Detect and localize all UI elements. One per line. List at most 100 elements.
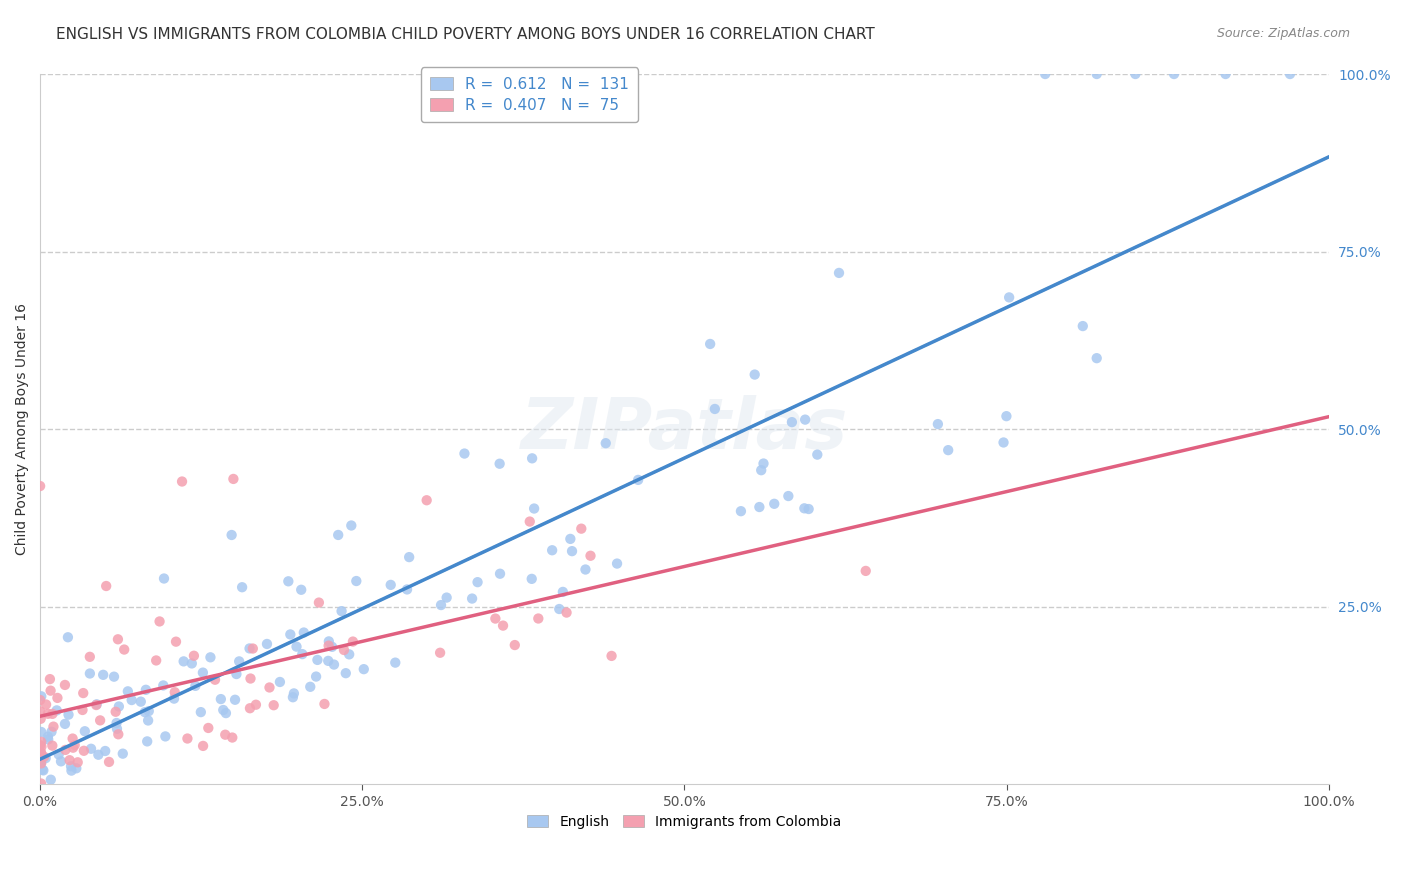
English bbox=[283, 686, 305, 700]
Immigrants from Colombia bbox=[30, 712, 52, 726]
Immigrants from Colombia bbox=[107, 632, 129, 647]
English bbox=[936, 443, 959, 458]
English bbox=[221, 528, 243, 542]
English bbox=[285, 640, 308, 654]
Immigrants from Colombia bbox=[600, 648, 623, 663]
Immigrants from Colombia bbox=[263, 698, 285, 713]
English bbox=[184, 679, 207, 693]
English bbox=[794, 412, 817, 426]
English bbox=[1163, 67, 1185, 81]
English bbox=[778, 489, 800, 503]
English bbox=[103, 670, 125, 684]
English bbox=[121, 693, 143, 707]
Immigrants from Colombia bbox=[98, 755, 121, 769]
English bbox=[277, 574, 299, 589]
English bbox=[752, 457, 775, 471]
Immigrants from Colombia bbox=[239, 672, 262, 686]
Immigrants from Colombia bbox=[37, 706, 59, 721]
English bbox=[730, 504, 752, 518]
English bbox=[155, 730, 177, 744]
Immigrants from Colombia bbox=[62, 740, 84, 755]
English bbox=[215, 706, 238, 720]
English bbox=[574, 562, 596, 576]
English bbox=[278, 627, 301, 641]
English bbox=[523, 501, 546, 516]
Immigrants from Colombia bbox=[429, 646, 451, 660]
English bbox=[353, 662, 375, 676]
English bbox=[749, 463, 772, 477]
English bbox=[41, 724, 63, 739]
Immigrants from Colombia bbox=[39, 683, 62, 698]
English bbox=[384, 656, 406, 670]
English bbox=[548, 602, 571, 616]
English bbox=[995, 409, 1018, 424]
English bbox=[281, 690, 304, 705]
Immigrants from Colombia bbox=[855, 564, 877, 578]
Immigrants from Colombia bbox=[484, 611, 506, 625]
English bbox=[337, 648, 360, 662]
English bbox=[136, 734, 159, 748]
Immigrants from Colombia bbox=[41, 706, 63, 721]
Immigrants from Colombia bbox=[30, 756, 52, 771]
English bbox=[30, 690, 52, 704]
English bbox=[461, 591, 484, 606]
Immigrants from Colombia bbox=[30, 704, 52, 718]
English bbox=[561, 544, 583, 558]
English bbox=[797, 502, 820, 516]
Y-axis label: Child Poverty Among Boys Under 16: Child Poverty Among Boys Under 16 bbox=[15, 303, 30, 555]
English bbox=[224, 692, 246, 706]
Immigrants from Colombia bbox=[55, 743, 77, 757]
English bbox=[806, 448, 828, 462]
English bbox=[56, 630, 79, 644]
English bbox=[87, 747, 110, 762]
Immigrants from Colombia bbox=[30, 479, 52, 493]
English bbox=[105, 716, 128, 731]
English bbox=[153, 572, 176, 586]
English bbox=[380, 578, 402, 592]
English bbox=[560, 532, 582, 546]
Immigrants from Colombia bbox=[555, 606, 578, 620]
English bbox=[228, 654, 250, 668]
English bbox=[828, 266, 851, 280]
English bbox=[1085, 67, 1108, 81]
Immigrants from Colombia bbox=[30, 739, 52, 754]
Immigrants from Colombia bbox=[39, 672, 62, 686]
English bbox=[292, 625, 315, 640]
English bbox=[231, 580, 253, 594]
Immigrants from Colombia bbox=[342, 634, 364, 648]
Immigrants from Colombia bbox=[183, 648, 205, 663]
English bbox=[1071, 319, 1094, 334]
English bbox=[91, 668, 114, 682]
English bbox=[328, 528, 350, 542]
English bbox=[30, 756, 52, 770]
Immigrants from Colombia bbox=[145, 653, 167, 667]
Immigrants from Colombia bbox=[308, 596, 330, 610]
English bbox=[467, 575, 489, 590]
English bbox=[595, 436, 617, 450]
English bbox=[256, 637, 278, 651]
Immigrants from Colombia bbox=[239, 701, 262, 715]
English bbox=[108, 699, 131, 714]
Immigrants from Colombia bbox=[314, 697, 336, 711]
English bbox=[212, 703, 235, 717]
English bbox=[94, 744, 117, 758]
English bbox=[453, 446, 475, 460]
English bbox=[335, 666, 357, 681]
English bbox=[330, 604, 353, 618]
Immigrants from Colombia bbox=[63, 738, 86, 752]
English bbox=[180, 657, 202, 671]
English bbox=[190, 705, 212, 719]
Immigrants from Colombia bbox=[569, 522, 592, 536]
English bbox=[32, 764, 55, 778]
Immigrants from Colombia bbox=[72, 703, 94, 717]
English bbox=[793, 501, 815, 516]
Immigrants from Colombia bbox=[30, 738, 52, 752]
Text: ENGLISH VS IMMIGRANTS FROM COLOMBIA CHILD POVERTY AMONG BOYS UNDER 16 CORRELATIO: ENGLISH VS IMMIGRANTS FROM COLOMBIA CHIL… bbox=[56, 27, 875, 42]
English bbox=[105, 722, 128, 736]
English bbox=[763, 497, 786, 511]
Immigrants from Colombia bbox=[42, 720, 65, 734]
English bbox=[1215, 67, 1237, 81]
English bbox=[703, 401, 725, 416]
Immigrants from Colombia bbox=[96, 579, 118, 593]
Immigrants from Colombia bbox=[170, 475, 193, 489]
